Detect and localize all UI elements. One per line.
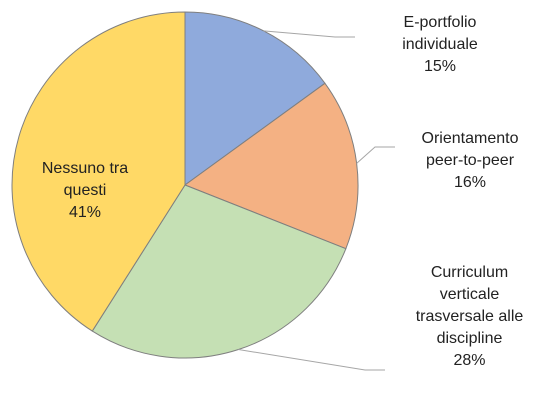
value-label: 16% bbox=[453, 174, 487, 191]
value-label: 41% bbox=[68, 204, 102, 221]
value-label: 15% bbox=[423, 58, 457, 75]
slice-label: Curriculum verticale trasversale alle di… bbox=[412, 262, 527, 372]
category-label: Nessuno tra questi bbox=[41, 160, 129, 199]
slice-label: Nessuno tra questi 41% bbox=[20, 158, 150, 224]
category-label: Orientamento peer-to-peer bbox=[421, 130, 519, 169]
leader-line bbox=[263, 30, 355, 38]
pie-slice bbox=[11, 11, 186, 332]
category-label: Curriculum verticale trasversale alle di… bbox=[415, 264, 524, 347]
slice-label: Orientamento peer-to-peer 16% bbox=[410, 128, 530, 194]
pie-slice bbox=[184, 11, 326, 186]
category-label: E-portfolio individuale bbox=[402, 14, 478, 53]
leader-line bbox=[356, 146, 395, 164]
slice-label: E-portfolio individuale 15% bbox=[380, 12, 500, 78]
value-label: 28% bbox=[453, 352, 486, 369]
pie-slice bbox=[183, 82, 359, 250]
pie-slice bbox=[91, 184, 347, 359]
leader-line bbox=[238, 349, 385, 371]
